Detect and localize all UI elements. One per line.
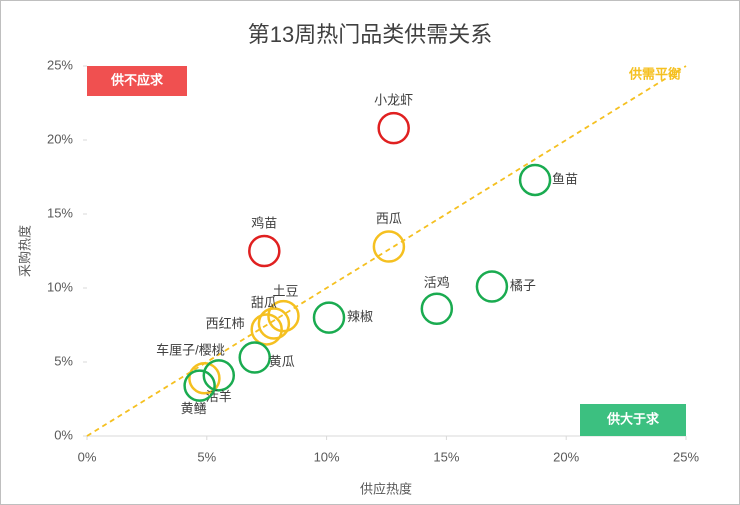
annotation: 供大于求 [606, 411, 660, 426]
annotation: 供不应求 [110, 72, 164, 87]
y-tick-label: 10% [47, 279, 73, 294]
point-label: 西红柿 [206, 316, 245, 331]
point [377, 111, 410, 145]
x-tick-label: 20% [553, 449, 579, 464]
point [248, 234, 281, 268]
point [238, 341, 271, 374]
annotation-box [87, 66, 187, 96]
balance-line [86, 65, 687, 437]
point-label: 西瓜 [376, 211, 402, 226]
x-axis-label: 供应热度 [360, 481, 412, 496]
point-label: 小龙虾 [374, 93, 413, 108]
point [518, 163, 552, 197]
y-tick-label: 20% [47, 131, 73, 146]
point-label: 鸡苗 [251, 215, 277, 230]
point-label: 橘子 [510, 278, 536, 293]
chart-title: 第13周热门品类供需关系 [248, 22, 492, 47]
x-tick-label: 0% [78, 449, 97, 464]
x-tick-label: 10% [314, 449, 340, 464]
point [475, 270, 509, 303]
x-tick-label: 5% [197, 449, 216, 464]
point-label: 土豆 [272, 284, 298, 299]
point [188, 362, 221, 395]
point-label: 黄鳝 [181, 401, 207, 416]
point [312, 301, 346, 334]
y-axis-label: 采购热度 [17, 225, 32, 277]
point-label: 甜瓜 [251, 295, 277, 310]
point [250, 313, 283, 346]
point [267, 299, 300, 333]
point [183, 369, 216, 402]
x-tick-label: 25% [673, 449, 699, 464]
y-tick-label: 0% [54, 427, 73, 442]
point-label: 黄瓜 [269, 354, 295, 369]
point-label: 辣椒 [347, 309, 373, 324]
point [372, 230, 406, 263]
point [257, 307, 291, 340]
point [202, 359, 236, 392]
point-label: 活鸡 [424, 275, 450, 290]
y-tick-label: 5% [54, 353, 73, 368]
point-label: 鱼苗 [552, 171, 578, 186]
y-tick-label: 25% [47, 57, 73, 72]
x-tick-label: 15% [433, 449, 459, 464]
annotation: 供需平衡 [628, 66, 681, 81]
annotation-box [580, 404, 686, 436]
y-tick-label: 15% [47, 205, 73, 220]
point [420, 292, 454, 325]
point-label: 车厘子/樱桃 [156, 343, 225, 358]
